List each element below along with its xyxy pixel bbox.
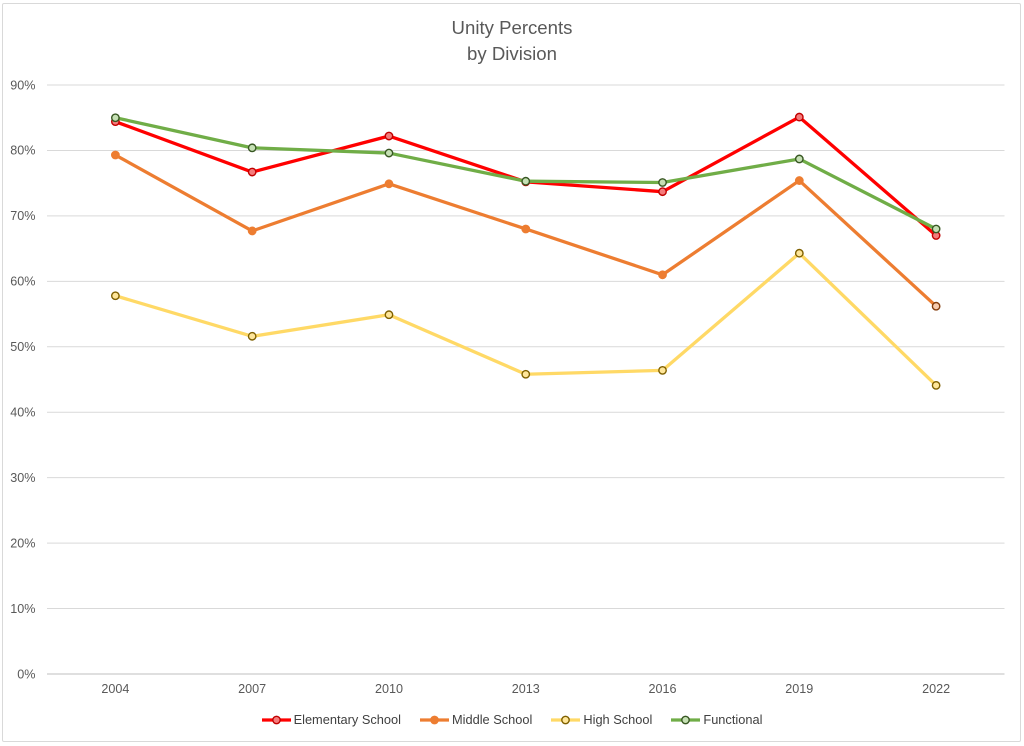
series-marker-middle-school (794, 176, 804, 185)
series-line-elementary-school (114, 115, 938, 237)
series-marker-functional (521, 176, 531, 186)
x-axis-label: 2022 (922, 682, 950, 696)
x-axis-label: 2010 (375, 682, 403, 696)
series-marker-middle-school (110, 150, 120, 160)
series-marker-high-school (521, 369, 531, 379)
series-marker-functional (658, 178, 667, 187)
series-marker-high-school (247, 331, 257, 341)
chart-title: Unity Percents by Division (0, 15, 1024, 67)
legend-label: Middle School (451, 712, 533, 727)
series-marker-high-school (658, 365, 667, 375)
series-marker-high-school (384, 310, 394, 320)
x-axis-label: 2019 (785, 682, 813, 696)
series-marker-functional (384, 148, 394, 158)
series-marker-elementary-school (384, 131, 394, 141)
chart-title-line1: Unity Percents (451, 17, 573, 38)
y-axis-label: 20% (10, 536, 35, 550)
y-axis-label: 40% (10, 406, 35, 420)
y-axis-label: 60% (10, 275, 35, 289)
legend-label: High School (583, 712, 653, 727)
series-marker-elementary-school (247, 167, 257, 177)
series-marker-middle-school (384, 179, 394, 189)
legend-label: Elementary School (293, 712, 401, 727)
series-line-high-school (114, 251, 938, 387)
series-marker-functional (247, 143, 257, 153)
series-marker-middle-school (521, 224, 531, 234)
legend-item-functional: Functional (671, 712, 762, 727)
series-line-functional (115, 116, 937, 231)
y-axis-label: 10% (10, 602, 35, 616)
x-axis-label: 2004 (101, 682, 129, 696)
series-marker-functional (931, 224, 941, 234)
legend-swatch-icon (551, 715, 581, 724)
series-marker-high-school (110, 291, 120, 301)
legend-item-high-school: High School (551, 712, 652, 727)
legend-swatch-icon (671, 715, 701, 724)
y-axis-label: 80% (10, 144, 35, 158)
series-marker-high-school (794, 248, 804, 258)
y-axis-label: 0% (17, 667, 35, 681)
series-marker-elementary-school (794, 112, 804, 122)
y-axis-label: 90% (10, 78, 35, 92)
series-marker-functional (794, 154, 804, 164)
y-axis-label: 50% (10, 340, 35, 354)
series-marker-elementary-school (658, 187, 667, 197)
series-marker-middle-school (931, 301, 941, 311)
legend-item-middle-school: Middle School (419, 712, 533, 727)
legend-swatch-icon (419, 715, 449, 724)
chart-title-line2: by Division (467, 42, 557, 64)
x-axis-label: 2016 (649, 682, 677, 696)
x-axis-label: 2007 (238, 682, 266, 696)
series-marker-middle-school (247, 226, 257, 236)
legend-label: Functional (703, 712, 763, 727)
y-axis-label: 70% (10, 209, 35, 223)
series-marker-functional (110, 113, 120, 123)
x-axis-label: 2013 (512, 682, 540, 696)
y-axis-label: 30% (10, 471, 35, 485)
series-marker-high-school (931, 380, 941, 390)
legend-swatch-icon (261, 715, 291, 724)
series-marker-middle-school (658, 270, 667, 280)
legend-item-elementary-school: Elementary School (261, 712, 401, 727)
legend: Elementary School Middle School High Schoo… (0, 712, 1024, 727)
